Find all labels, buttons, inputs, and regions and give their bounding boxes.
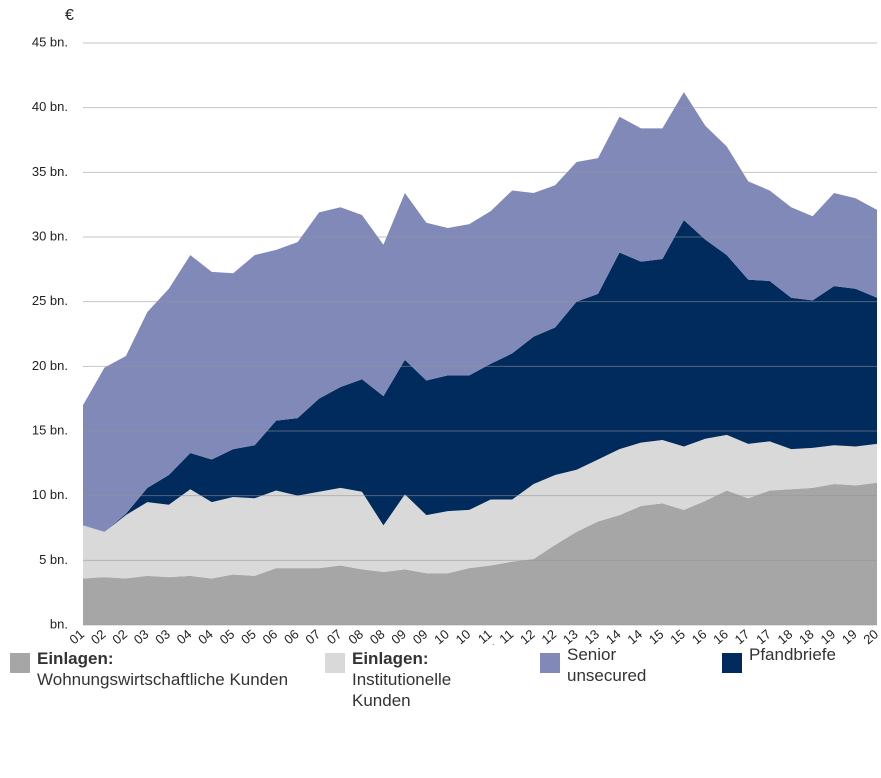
area bbox=[83, 220, 877, 532]
legend-swatch bbox=[10, 653, 30, 673]
y-tick-label: 25 bn. bbox=[32, 293, 68, 308]
unit-label: € bbox=[65, 7, 74, 24]
area bbox=[83, 434, 877, 579]
legend-label: Wohnungswirtschaftliche Kunden bbox=[37, 670, 289, 689]
y-tick-label: 40 bn. bbox=[32, 99, 68, 114]
legend-label: Senior unsecured bbox=[567, 645, 647, 685]
legend-bold: Einlagen: bbox=[37, 649, 114, 668]
legend-text: Pfandbriefe bbox=[749, 644, 879, 665]
legend-bold: Einlagen: bbox=[352, 649, 429, 668]
chart: € bn. 5 bn. 10 bn. 15 bn. 20 bn. 25 bn. 30 bn.… bbox=[32, 7, 881, 667]
area bbox=[83, 92, 877, 532]
legend-text: Einlagen: Institutionelle Kunden bbox=[352, 648, 492, 711]
y-tick-label: 15 bn. bbox=[32, 422, 68, 437]
y-tick-label: bn. bbox=[50, 616, 68, 631]
y-tick-label: 45 bn. bbox=[32, 34, 68, 49]
area bbox=[83, 482, 877, 625]
legend-label: Institutionelle Kunden bbox=[352, 670, 452, 710]
legend-text: Einlagen: Wohnungswirtschaftliche Kunden bbox=[37, 648, 297, 690]
legend-swatch bbox=[325, 653, 345, 673]
legend-text: Senior unsecured bbox=[567, 644, 687, 686]
y-tick-label: 10 bn. bbox=[32, 487, 68, 502]
y-tick-label: 30 bn. bbox=[32, 228, 68, 243]
legend-label: Pfandbriefe bbox=[749, 645, 836, 664]
legend-swatch bbox=[722, 653, 742, 673]
legend-swatch bbox=[540, 653, 560, 673]
y-tick-label: 5 bn. bbox=[39, 552, 68, 567]
y-tick-label: 35 bn. bbox=[32, 164, 68, 179]
y-tick-label: 20 bn. bbox=[32, 358, 68, 373]
